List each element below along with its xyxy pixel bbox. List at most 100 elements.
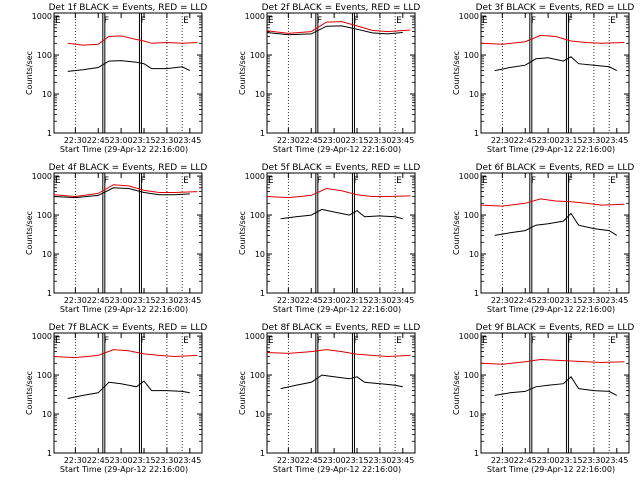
event-marker-label: E — [610, 16, 616, 26]
lld-series-line — [480, 358, 625, 365]
events-series-line — [494, 56, 618, 72]
x-tick-label: 22:45 — [514, 136, 537, 145]
event-marker-label: E — [482, 16, 488, 26]
event-marker-label: F — [567, 176, 572, 186]
y-axis-label: Counts/sec — [25, 51, 34, 95]
lld-series-line — [53, 184, 198, 198]
lld-series-line — [266, 21, 411, 34]
lld-series-line — [480, 34, 625, 45]
x-tick-label: 23:00 — [323, 136, 346, 145]
y-tick-label: 100 — [37, 51, 52, 60]
y-tick-label: 1000 — [245, 12, 265, 21]
event-marker-label: F — [140, 176, 145, 186]
y-tick-label: 1000 — [459, 172, 479, 181]
event-marker-label: F — [317, 176, 322, 186]
y-axis-label: Counts/sec — [452, 211, 461, 255]
y-tick-label: 10 — [469, 90, 479, 99]
y-tick-label: 1 — [47, 449, 52, 458]
event-marker-label: E — [610, 176, 616, 186]
y-tick-label: 1 — [47, 289, 52, 298]
event-marker-label: F — [317, 336, 322, 346]
y-axis-label: Counts/sec — [25, 371, 34, 415]
x-tick-label: 23:45 — [605, 136, 628, 145]
y-tick-label: 10 — [469, 250, 479, 259]
y-tick-label: 1 — [260, 129, 265, 138]
y-tick-label: 1000 — [32, 12, 52, 21]
event-marker-label: E — [55, 16, 61, 26]
chart-title: Det 8f BLACK = Events, RED = LLD — [262, 323, 421, 333]
x-axis-label: Start Time (29-Apr-12 22:16:00) — [60, 305, 188, 314]
x-tick-label: 23:15 — [345, 296, 368, 305]
x-tick-label: 23:00 — [537, 296, 560, 305]
x-tick-label: 22:45 — [514, 456, 537, 465]
x-tick-label: 23:00 — [537, 456, 560, 465]
x-axis-label: Start Time (29-Apr-12 22:16:00) — [273, 305, 401, 314]
chart-title: Det 7f BLACK = Events, RED = LLD — [49, 323, 208, 333]
y-tick-label: 1000 — [459, 12, 479, 21]
y-tick-label: 100 — [37, 371, 52, 380]
y-tick-label: 10 — [255, 250, 265, 259]
chart-panel-5: Det 5f BLACK = Events, RED = LLD 1 10 100 10… — [238, 163, 420, 314]
x-tick-label: 22:30 — [491, 296, 514, 305]
chart-panel-9: Det 9f BLACK = Events, RED = LLD 1 10 100 10… — [452, 323, 634, 474]
x-tick-label: 22:45 — [87, 296, 110, 305]
y-axis-label: Counts/sec — [238, 51, 247, 95]
y-tick-label: 1 — [474, 129, 479, 138]
y-tick-label: 1 — [474, 289, 479, 298]
y-tick-label: 1 — [260, 449, 265, 458]
plot-frame — [53, 12, 203, 134]
plot-frame — [480, 12, 630, 134]
event-marker-label: F — [567, 16, 572, 26]
event-marker-label: E — [396, 336, 402, 346]
events-series-line — [67, 60, 191, 72]
y-tick-label: 1000 — [459, 332, 479, 341]
x-axis-label: Start Time (29-Apr-12 22:16:00) — [273, 145, 401, 154]
chart-title: Det 3f BLACK = Events, RED = LLD — [476, 3, 635, 13]
x-tick-label: 23:45 — [605, 296, 628, 305]
event-marker-label: F — [353, 336, 358, 346]
x-tick-label: 23:30 — [582, 456, 605, 465]
x-tick-label: 23:30 — [155, 456, 178, 465]
x-tick-label: 22:30 — [277, 136, 300, 145]
event-marker-label: F — [104, 16, 109, 26]
y-axis-label: Counts/sec — [452, 51, 461, 95]
x-axis-label: Start Time (29-Apr-12 22:16:00) — [487, 465, 615, 474]
event-marker-label: E — [55, 336, 61, 346]
y-axis-label: Counts/sec — [238, 211, 247, 255]
chart-panel-7: Det 7f BLACK = Events, RED = LLD 1 10 100 10… — [25, 323, 207, 474]
y-axis-label: Counts/sec — [238, 371, 247, 415]
x-tick-label: 23:15 — [559, 136, 582, 145]
y-tick-label: 100 — [37, 211, 52, 220]
x-tick-label: 22:45 — [87, 456, 110, 465]
x-tick-label: 22:30 — [64, 136, 87, 145]
y-tick-label: 10 — [42, 410, 52, 419]
y-tick-label: 10 — [255, 410, 265, 419]
x-axis-label: Start Time (29-Apr-12 22:16:00) — [487, 305, 615, 314]
x-tick-label: 23:00 — [110, 296, 133, 305]
y-tick-label: 1 — [260, 289, 265, 298]
y-tick-label: 1000 — [245, 172, 265, 181]
x-tick-label: 23:30 — [368, 456, 391, 465]
events-series-line — [280, 374, 403, 390]
y-tick-label: 100 — [464, 371, 479, 380]
event-marker-label: F — [104, 336, 109, 346]
x-tick-label: 22:30 — [277, 456, 300, 465]
x-tick-label: 23:30 — [582, 296, 605, 305]
x-tick-label: 23:45 — [391, 456, 414, 465]
x-tick-label: 23:00 — [323, 456, 346, 465]
x-tick-label: 22:45 — [300, 456, 323, 465]
y-axis-label: Counts/sec — [25, 211, 34, 255]
x-tick-label: 22:30 — [277, 296, 300, 305]
event-marker-label: E — [268, 16, 274, 26]
y-tick-label: 1000 — [245, 332, 265, 341]
chart-title: Det 4f BLACK = Events, RED = LLD — [49, 163, 208, 173]
chart-panel-1: Det 1f BLACK = Events, RED = LLD 1 10 100 10… — [25, 3, 207, 154]
events-series-line — [53, 187, 190, 199]
events-series-line — [280, 208, 403, 220]
y-axis-label: Counts/sec — [452, 371, 461, 415]
y-tick-label: 10 — [255, 90, 265, 99]
chart-title: Det 9f BLACK = Events, RED = LLD — [476, 323, 635, 333]
event-marker-label: E — [396, 16, 402, 26]
x-tick-label: 23:45 — [391, 136, 414, 145]
